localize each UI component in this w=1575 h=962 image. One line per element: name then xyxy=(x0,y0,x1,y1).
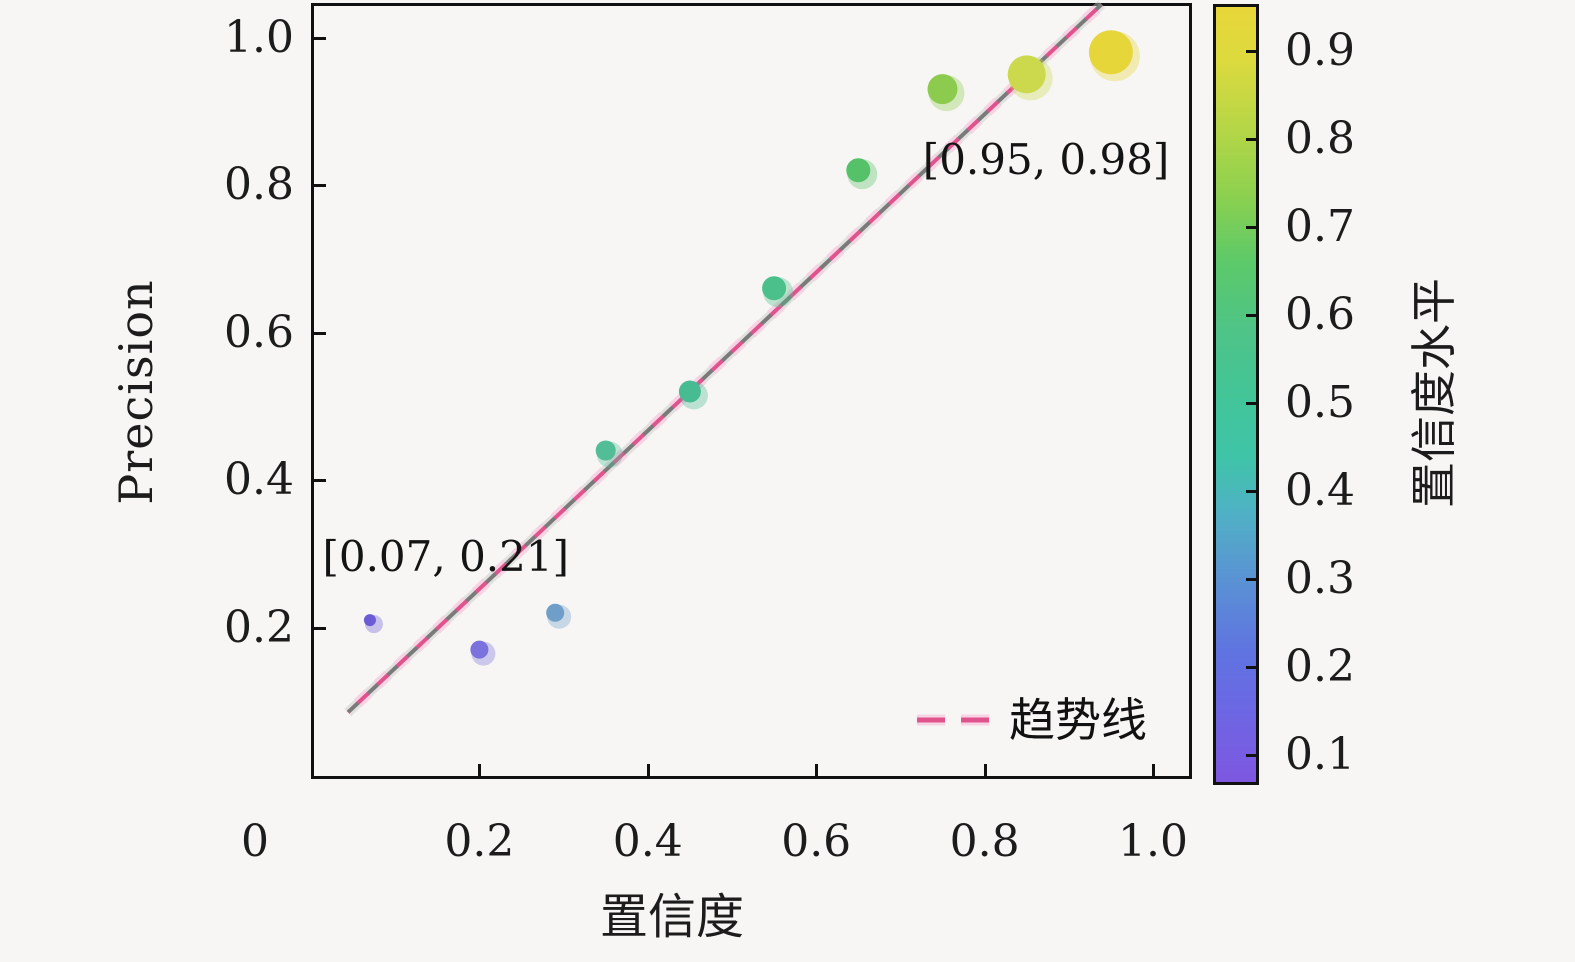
point-annotation: [0.95, 0.98] xyxy=(922,134,1170,184)
legend-dashed-line-sample xyxy=(917,714,993,726)
colorbar-tick-label: 0.8 xyxy=(1285,112,1355,164)
legend: 趋势线 xyxy=(915,694,1175,746)
x-tick-label: 1.0 xyxy=(1118,816,1188,867)
y-tick-label: 0.8 xyxy=(224,159,294,210)
colorbar-tick-label: 0.5 xyxy=(1285,376,1355,428)
legend-label: 趋势线 xyxy=(1009,693,1147,747)
colorbar-tick xyxy=(1246,49,1256,53)
x-axis-tick xyxy=(983,764,987,776)
colorbar-tick-label: 0.6 xyxy=(1285,288,1355,340)
colorbar-tick-label: 0.4 xyxy=(1285,464,1355,516)
x-axis-tick xyxy=(646,764,650,776)
x-tick-label: 0.6 xyxy=(781,816,852,867)
colorbar-tick-label: 0.7 xyxy=(1285,200,1355,252)
colorbar-tick xyxy=(1246,753,1256,757)
plot-area xyxy=(311,3,1192,779)
x-tick-label: 0.8 xyxy=(949,816,1020,867)
colorbar-tick-label: 0.9 xyxy=(1285,24,1355,76)
colorbar-tick-label: 0.1 xyxy=(1285,728,1355,780)
y-axis-tick xyxy=(314,36,326,40)
y-tick-label: 1.0 xyxy=(224,11,294,63)
point-annotation: [0.07, 0.21] xyxy=(322,531,569,581)
colorbar-title: 置信度水平 xyxy=(1407,278,1461,508)
colorbar-tick-label: 0.2 xyxy=(1285,640,1355,692)
colorbar-tick xyxy=(1246,225,1256,229)
y-tick-label: 0.4 xyxy=(224,454,294,505)
y-tick-label: 0.2 xyxy=(224,601,294,653)
y-axis-title: Precision xyxy=(109,279,163,505)
x-tick-label: 0.4 xyxy=(612,816,683,867)
x-tick-label: 0.2 xyxy=(444,816,515,867)
x-axis-tick xyxy=(815,764,819,776)
colorbar-tick xyxy=(1246,137,1256,141)
y-axis-tick xyxy=(314,184,326,187)
y-tick-label: 0.6 xyxy=(224,306,294,358)
x-axis-title: 置信度 xyxy=(599,889,745,945)
x-axis-tick xyxy=(478,764,482,776)
colorbar-tick xyxy=(1246,665,1256,669)
colorbar xyxy=(1213,4,1259,785)
colorbar-tick xyxy=(1246,401,1256,405)
x-tick-label: 0 xyxy=(241,816,269,867)
y-axis-tick xyxy=(314,626,326,630)
colorbar-tick xyxy=(1246,489,1256,493)
colorbar-tick xyxy=(1246,313,1256,317)
y-axis-tick xyxy=(314,479,326,482)
colorbar-tick-label: 0.3 xyxy=(1285,552,1355,604)
colorbar-tick xyxy=(1246,577,1256,581)
x-axis-tick xyxy=(1152,764,1155,776)
y-axis-tick xyxy=(314,331,326,335)
